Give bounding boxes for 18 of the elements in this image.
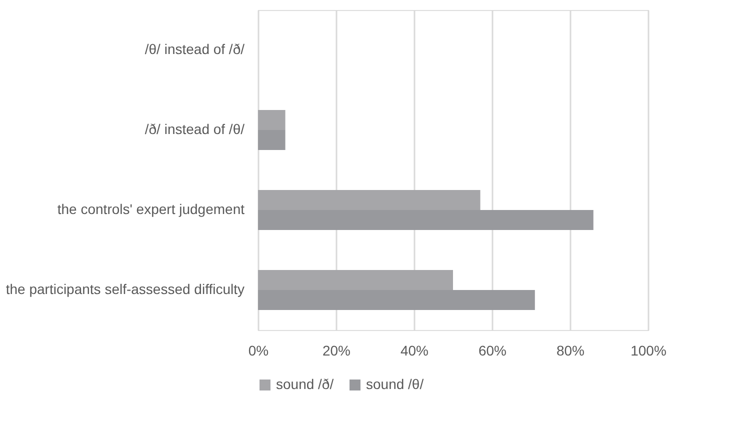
bar: [258, 110, 286, 130]
y-tick-label: the controls' expert judgement: [57, 201, 245, 217]
y-tick-label: /θ/ instead of /ð/: [144, 41, 245, 57]
legend-label: sound /ð/: [276, 376, 334, 392]
y-tick-label: the participants self-assessed difficulty: [6, 281, 244, 297]
x-tick-label: 100%: [630, 342, 666, 358]
bar: [258, 270, 453, 290]
x-tick-label: 40%: [400, 342, 429, 358]
bar: [258, 190, 480, 210]
bar: [258, 210, 594, 230]
bar: [258, 130, 286, 150]
x-tick-label: 80%: [556, 342, 585, 358]
legend-label: sound /θ/: [366, 376, 424, 392]
bar: [258, 290, 535, 310]
x-tick-label: 0%: [248, 342, 269, 358]
x-tick-label: 20%: [322, 342, 351, 358]
x-tick-label: 60%: [478, 342, 507, 358]
y-tick-label: /ð/ instead of /θ/: [144, 121, 245, 137]
